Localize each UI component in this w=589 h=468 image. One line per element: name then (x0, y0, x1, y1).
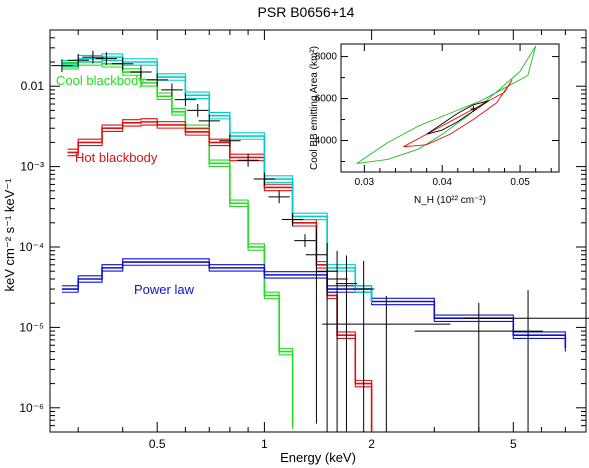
y-tick-label: 10⁻⁴ (19, 240, 44, 254)
main-x-axis-label: Energy (keV) (280, 450, 356, 465)
inset-y-tick-label: 8000 (315, 52, 338, 63)
x-tick-label: 1 (261, 437, 268, 451)
total-model-curve (61, 53, 373, 297)
best-fit-marker (470, 106, 477, 113)
power-model-curve (61, 261, 567, 349)
confidence-contour-1 (356, 45, 537, 165)
x-tick-label: 2 (368, 437, 375, 451)
power-model-curve (61, 258, 566, 346)
inset-x-tick-label: 0.05 (510, 177, 530, 188)
confidence-contour-2 (403, 79, 513, 148)
power-law-label: Power law (134, 282, 195, 297)
hot-blackbody-label: Hot blackbody (75, 150, 158, 165)
main-plot-frame (49, 29, 587, 433)
cool-blackbody-label: Cool blackbody (56, 73, 145, 88)
confidence-contour-3 (426, 100, 490, 135)
chart-title: PSR B0656+14 (258, 4, 355, 20)
y-tick-label: 10⁻⁶ (19, 401, 44, 415)
y-tick-label: 10⁻³ (20, 160, 44, 174)
x-tick-label: 0.5 (149, 437, 166, 451)
inset-background (341, 44, 559, 172)
cool-model-curve (61, 58, 294, 423)
y-tick-label: 10⁻⁵ (19, 320, 44, 334)
inset-x-axis-label: N_H (10²² cm⁻²) (414, 195, 486, 206)
hot-model-curve (67, 118, 373, 429)
inset-plot-area: 0.03 0.04 0.05 4000 6000 8000 (315, 44, 559, 188)
inset-plot-frame (340, 43, 560, 173)
hot-model-curve (67, 121, 373, 432)
power-model-curve (61, 264, 566, 352)
main-y-axis-label: keV cm⁻² s⁻¹ keV⁻¹ (2, 178, 17, 292)
cool-model-curve (61, 64, 294, 429)
y-tick-label: 0.01 (21, 79, 45, 93)
inset-x-tick-label: 0.03 (355, 177, 375, 188)
inset-y-axis-label: Cool BB emitting Area (km²) (309, 46, 320, 170)
main-plot-area: 0.5 1 2 5 0.01 10⁻³ 10⁻⁴ 10⁻⁵ 10⁻⁶ (19, 29, 589, 451)
inset-x-tick-label: 0.04 (432, 177, 452, 188)
inset-y-tick-label: 4000 (315, 136, 338, 147)
inset-y-tick-label: 6000 (315, 94, 338, 105)
x-tick-label: 5 (510, 437, 517, 451)
